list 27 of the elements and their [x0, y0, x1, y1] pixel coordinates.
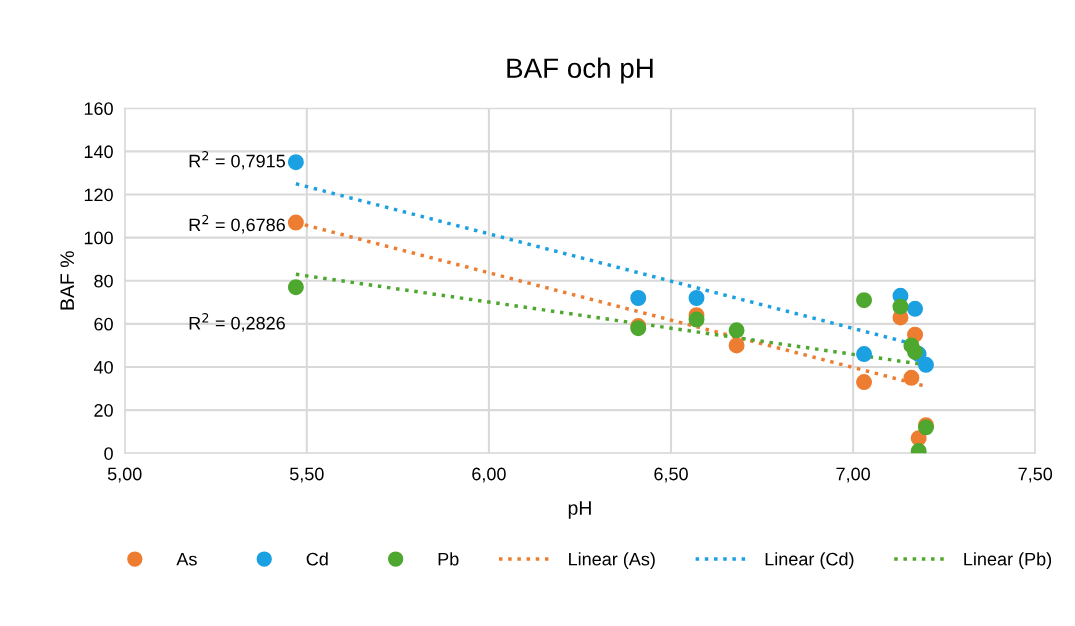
- y-tick-label: 160: [84, 102, 113, 116]
- legend-label: Cd: [306, 552, 328, 566]
- annotation: R$^{2}$ = 0,2826: [189, 313, 285, 332]
- x-tick-label: 5,00: [107, 467, 142, 483]
- x-tick-label: 5,50: [289, 467, 324, 483]
- annotation: R$^{2}$ = 0,6786: [189, 214, 285, 234]
- annotation: R$^{2}$ = 0,7915: [189, 150, 285, 170]
- legend-label: Linear (As): [569, 552, 655, 570]
- x-axis-title: pH: [568, 501, 591, 519]
- y-tick-label: 0: [104, 447, 113, 460]
- legend-label: Linear (Pb): [964, 552, 1052, 570]
- legend-label: Linear (Cd): [765, 552, 854, 570]
- legend-label: As: [176, 552, 197, 566]
- chart-title: BAF och pH: [507, 57, 653, 84]
- y-tick-label: 80: [94, 274, 113, 288]
- y-tick-label: 40: [93, 360, 113, 374]
- y-tick-label: 120: [84, 188, 113, 202]
- y-tick-label: 100: [84, 231, 113, 245]
- y-tick-label: 20: [94, 404, 113, 417]
- y-tick-label: 140: [84, 145, 113, 159]
- x-tick-label: 7,50: [1018, 467, 1053, 483]
- legend-label: Pb: [438, 552, 459, 566]
- y-axis-title: BAF %: [60, 251, 74, 310]
- y-tick-label: 60: [94, 317, 113, 331]
- x-tick-label: 6,00: [472, 467, 506, 483]
- x-tick-label: 6,50: [654, 467, 688, 483]
- x-tick-label: 7,00: [836, 467, 870, 483]
